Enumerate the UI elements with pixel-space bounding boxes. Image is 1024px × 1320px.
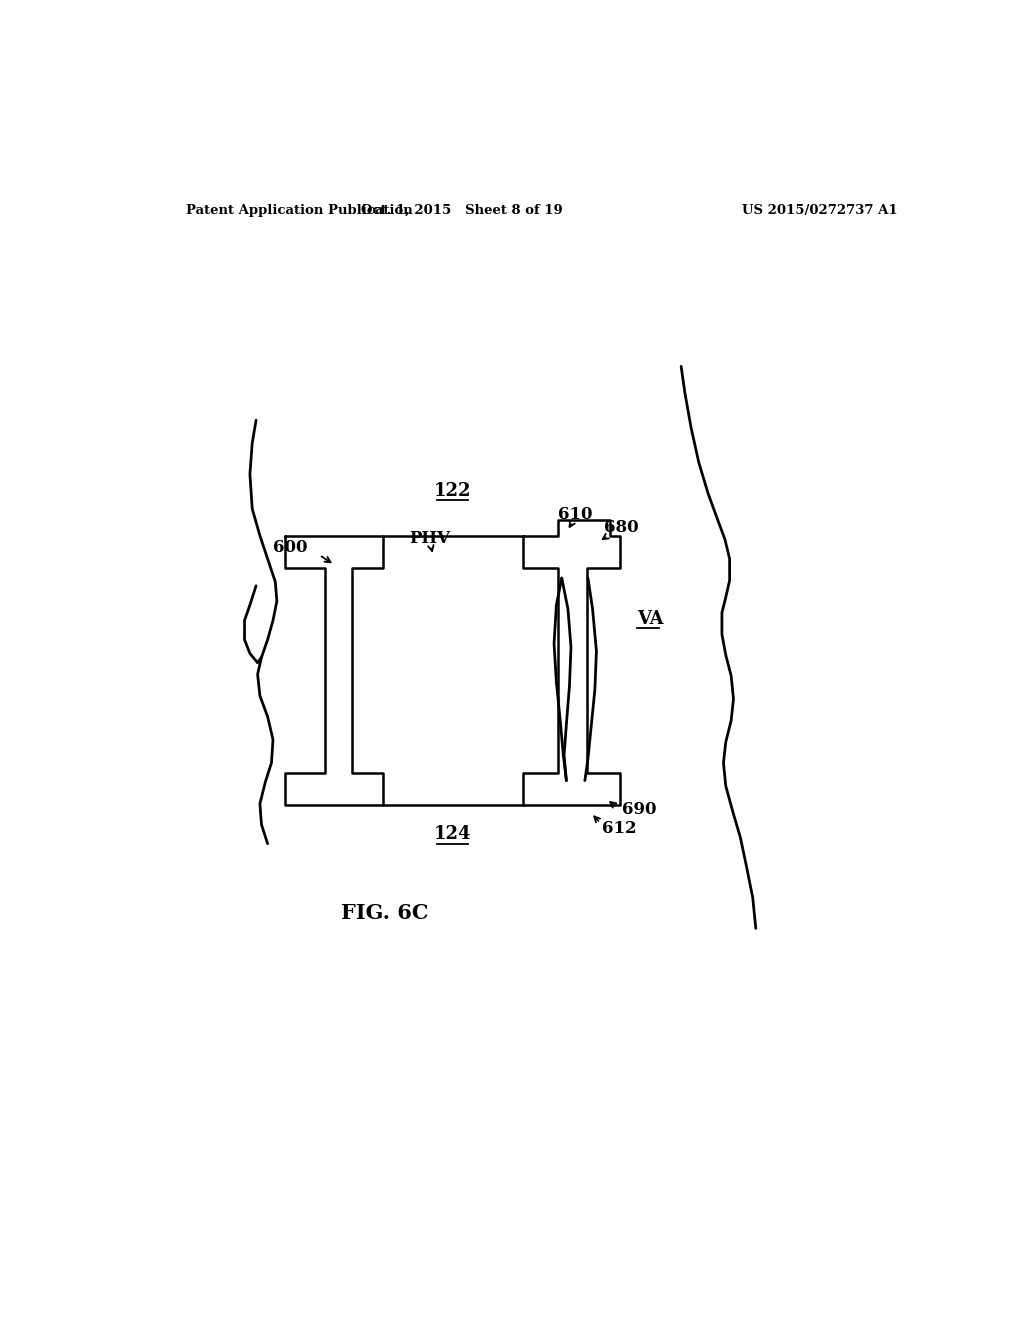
Text: Oct. 1, 2015   Sheet 8 of 19: Oct. 1, 2015 Sheet 8 of 19 — [360, 205, 562, 218]
Text: 600: 600 — [273, 539, 307, 556]
Text: 122: 122 — [434, 482, 471, 500]
Text: 612: 612 — [602, 820, 637, 837]
Text: 690: 690 — [622, 800, 656, 817]
Text: PHV: PHV — [410, 529, 451, 546]
Text: Patent Application Publication: Patent Application Publication — [186, 205, 413, 218]
Text: 680: 680 — [604, 520, 639, 536]
Text: FIG. 6C: FIG. 6C — [341, 903, 428, 923]
Text: US 2015/0272737 A1: US 2015/0272737 A1 — [742, 205, 897, 218]
Text: 124: 124 — [434, 825, 471, 843]
Text: VA: VA — [637, 610, 664, 628]
Text: 610: 610 — [558, 506, 593, 523]
